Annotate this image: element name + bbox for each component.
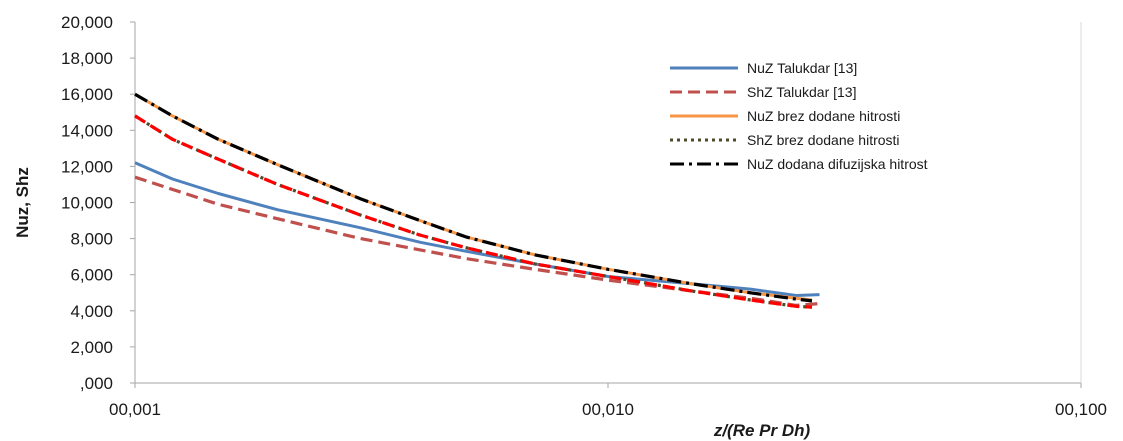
x-axis-title: z/(Re Pr Dh) (713, 421, 811, 440)
y-axis-title: Nuz, Shz (13, 167, 32, 238)
y-tick-label: 8,000 (70, 230, 113, 249)
series-line-4 (134, 114, 813, 309)
y-tick-label: 12,000 (61, 157, 113, 176)
axes: ,000 2,000 4,000 6,000 8,000 10,000 12,000 14,0… (61, 13, 1107, 419)
y-tick-label: ,000 (80, 374, 113, 393)
series-line-6 (134, 114, 813, 309)
y-tick-label: 6,000 (70, 266, 113, 285)
legend-label-2: ShZ Talukdar [13] (747, 84, 856, 100)
y-tick-label: 10,000 (61, 194, 113, 213)
y-tick-label: 20,000 (61, 13, 113, 32)
series-line-1 (134, 161, 820, 297)
y-tick-label: 4,000 (70, 302, 113, 321)
x-tick-label: 00,001 (109, 400, 161, 419)
legend: NuZ Talukdar [13] ShZ Talukdar [13] NuZ br… (670, 60, 928, 172)
series-line-5 (134, 92, 813, 303)
y-tick-label: 14,000 (61, 121, 113, 140)
x-tick-label: 00,100 (1055, 400, 1107, 419)
series-line-2 (134, 175, 820, 307)
legend-label-3: NuZ brez dodane hitrosti (747, 108, 900, 124)
y-tick-label: 18,000 (61, 49, 113, 68)
legend-label-5: NuZ dodana difuzijska hitrost (747, 156, 928, 172)
y-tick-label: 2,000 (70, 338, 113, 357)
x-tick-label: 00,010 (582, 400, 634, 419)
legend-label-4: ShZ brez dodane hitrosti (747, 132, 900, 148)
y-tick-label: 16,000 (61, 85, 113, 104)
series-layer (134, 92, 820, 309)
legend-label-1: NuZ Talukdar [13] (747, 60, 857, 76)
